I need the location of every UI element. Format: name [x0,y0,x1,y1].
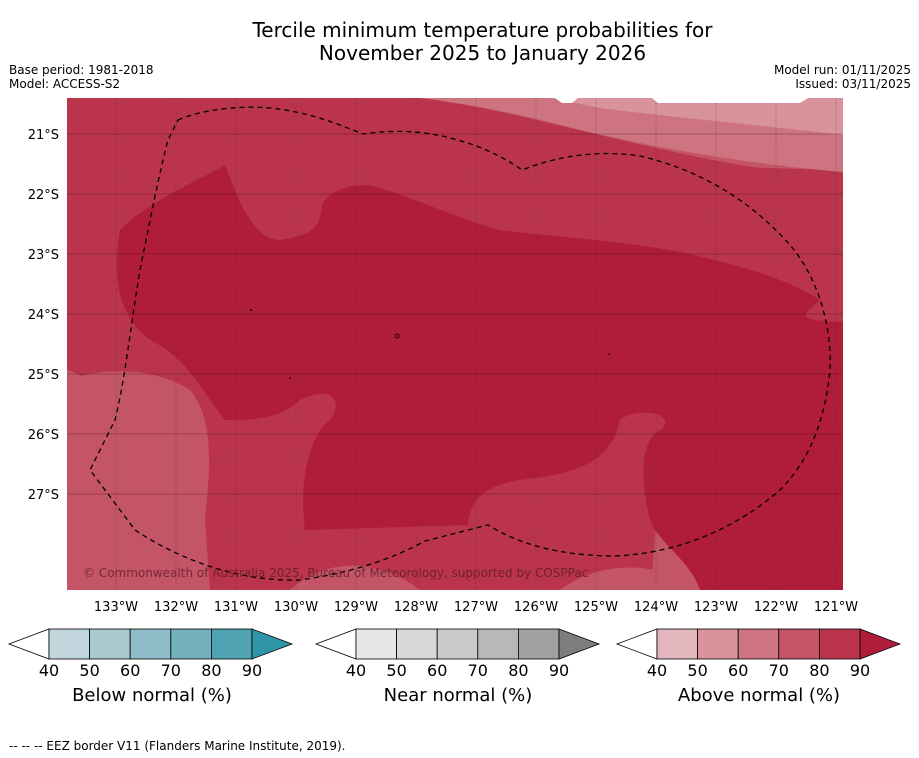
lon-label: 123°W [694,600,738,615]
contour-fills [67,98,843,590]
lon-label: 132°W [154,600,198,615]
legend-lower-arrow [7,628,50,660]
title-line-2: November 2025 to January 2026 [318,41,647,65]
legend-upper-arrow [859,628,902,660]
legend-near: 40 50 60 70 80 90 [314,628,601,680]
lon-label: 133°W [94,600,138,615]
graticule [115,98,837,590]
legend-tick-label: 60 [427,661,447,680]
legend-title-below: Below normal (%) [72,685,232,706]
legend-tick-label: 50 [386,661,406,680]
legend-swatch [656,628,698,660]
legend-tick-label: 70 [769,661,789,680]
model-run: Model run: 01/11/2025 [773,63,911,77]
meta-left: Base period: 1981-2018 Model: ACCESS-S2 [9,63,154,91]
lon-label: 124°W [634,600,678,615]
legend-swatch [48,628,90,660]
legend-tick-label: 80 [809,661,829,680]
legend-upper-arrow [558,628,601,660]
lon-label: 126°W [514,600,558,615]
lon-label: 130°W [274,600,318,615]
island-dot-1 [250,309,252,311]
island-dot-2 [394,333,400,339]
legend-swatch [210,628,253,660]
lon-label: 121°W [814,600,858,615]
issued-date: Issued: 03/11/2025 [795,77,911,91]
island-dot-3 [289,377,291,379]
legend-below: 40 50 60 70 80 90 [7,628,294,680]
legend-swatch [436,628,479,660]
legend-tick-label: 40 [346,661,366,680]
chart-title: Tercile minimum temperature probabilitie… [0,19,919,65]
legend-tick-label: 40 [39,661,59,680]
legend-swatch [355,628,397,660]
legend-tick-label: 60 [120,661,140,680]
title-line-1: Tercile minimum temperature probabilitie… [252,18,713,42]
latitude-lines [67,133,843,495]
lat-label: 21°S [28,128,59,143]
legend-title-above: Above normal (%) [677,685,841,706]
lat-label: 27°S [28,488,59,503]
band-90-plus [116,165,843,590]
legend-tick-label: 90 [549,661,569,680]
legend-swatch [396,628,438,660]
legend-upper-arrow [251,628,294,660]
legend-tick-label: 90 [242,661,262,680]
legend-title-near: Near normal (%) [383,685,533,706]
legend-tick-label: 40 [647,661,667,680]
meta-right: Model run: 01/11/2025 Issued: 03/11/2025 [774,63,911,91]
lon-label: 128°W [394,600,438,615]
lat-label: 22°S [28,188,59,203]
legend-tick-label: 80 [508,661,528,680]
base-period: Base period: 1981-2018 [9,63,154,77]
lon-label: 127°W [454,600,498,615]
legend-lower-arrow [615,628,658,660]
legend-above: 40 50 60 70 80 90 [615,628,902,680]
eez-border [89,106,831,581]
copyright-text: © Commonwealth of Australia 2025, Bureau… [83,566,588,580]
lat-label: 26°S [28,428,59,443]
legend-tick-label: 70 [161,661,181,680]
legend-tick-label: 90 [850,661,870,680]
legend-tick-label: 50 [79,661,99,680]
map-top-notch-2 [652,98,808,103]
lon-label: 131°W [214,600,258,615]
legend-swatch [129,628,172,660]
latitude-labels: 21°S 22°S 23°S 24°S 25°S 26°S 27°S [28,128,59,503]
legend-swatch [477,628,519,660]
legends: 40 50 60 70 80 90 40 50 60 70 80 90 40 50 60 70 80 90 [7,628,902,680]
lat-label: 25°S [28,368,59,383]
legend-tick-label: 60 [728,661,748,680]
model-name: Model: ACCESS-S2 [9,77,121,91]
band-50-60 [550,98,843,135]
band-70-80-sw [67,371,210,590]
eez-footnote: -- -- -- EEZ border V11 (Flanders Marine… [9,739,346,753]
legend-tick-label: 70 [468,661,488,680]
legend-swatch [89,628,131,660]
legend-tick-label: 80 [201,661,221,680]
lon-label: 125°W [574,600,618,615]
longitude-labels: 133°W 132°W 131°W 130°W 129°W 128°W 127°… [94,600,858,615]
island-dot-4 [608,353,610,355]
legend-swatch [697,628,739,660]
legend-swatch [819,628,861,660]
legend-swatch [737,628,780,660]
legend-swatch [170,628,212,660]
lon-label: 122°W [754,600,798,615]
legend-swatch [518,628,560,660]
lat-label: 24°S [28,308,59,323]
map-top-notch-1 [555,98,578,103]
lon-label: 129°W [334,600,378,615]
lat-label: 23°S [28,248,59,263]
legend-lower-arrow [314,628,357,660]
legend-tick-label: 50 [687,661,707,680]
legend-swatch [778,628,820,660]
